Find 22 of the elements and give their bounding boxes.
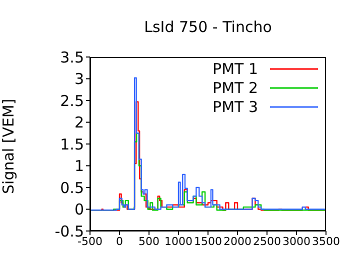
legend-label: PMT 1 bbox=[212, 60, 258, 78]
y-tick-label: 0.5 bbox=[60, 178, 84, 197]
legend-label: PMT 3 bbox=[212, 98, 258, 116]
x-tick-label: 3000 bbox=[282, 234, 310, 248]
y-tick-label: -0.5 bbox=[54, 222, 84, 240]
y-tick-label: 3 bbox=[74, 70, 84, 88]
x-tick-label: 2500 bbox=[253, 234, 281, 248]
y-tick-label: 3.5 bbox=[60, 48, 84, 66]
x-tick-label: 1000 bbox=[164, 234, 192, 248]
y-tick-label: 1 bbox=[74, 157, 84, 176]
chart-title: LsId 750 - Tincho bbox=[143, 18, 273, 36]
y-tick-label: 0 bbox=[74, 200, 84, 219]
y-tick-label: 2 bbox=[74, 114, 84, 132]
y-axis-title: Signal [VEM] bbox=[0, 98, 18, 194]
legend-label: PMT 2 bbox=[212, 78, 258, 96]
y-tick-label: 1.5 bbox=[60, 135, 84, 154]
x-tick-label: 0 bbox=[116, 234, 123, 248]
x-tick-label: 3500 bbox=[312, 234, 340, 248]
x-tick-label: 500 bbox=[138, 234, 160, 248]
y-tick-label: 2.5 bbox=[60, 92, 84, 110]
x-tick-label: 2000 bbox=[224, 234, 252, 248]
x-tick-label: 1500 bbox=[194, 234, 222, 248]
